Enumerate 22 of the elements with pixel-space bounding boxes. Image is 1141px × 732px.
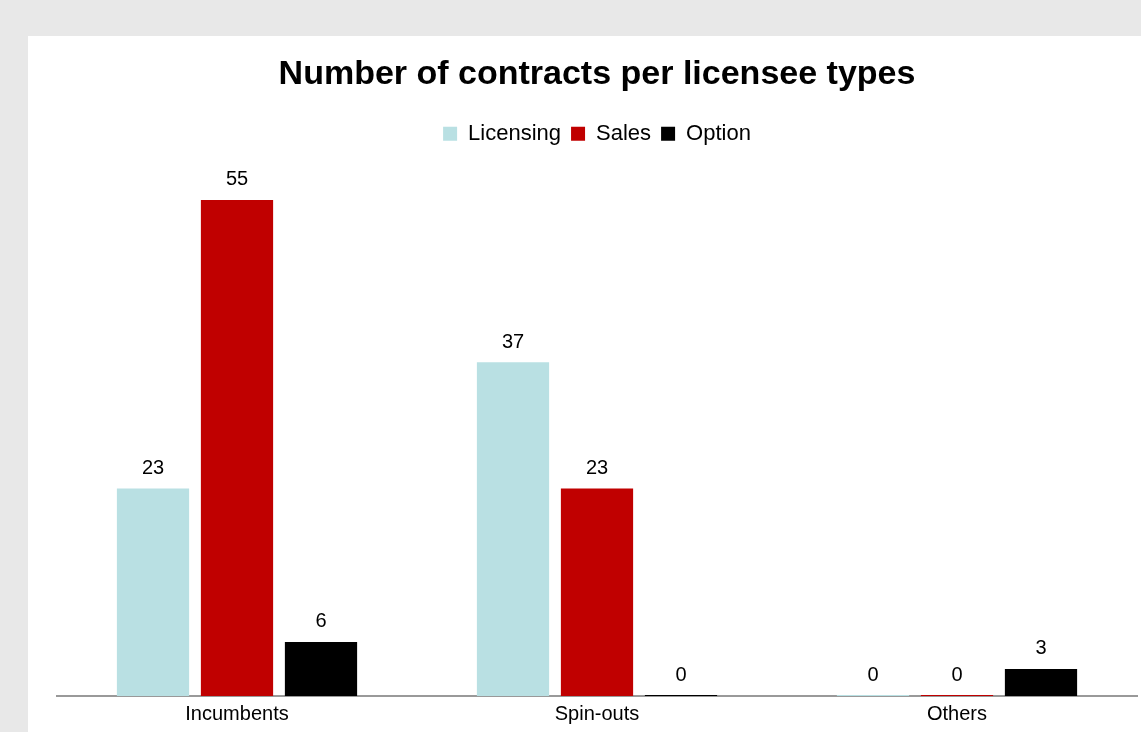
legend-label: Sales [596,119,652,145]
bar [560,488,634,696]
chart-title: Number of contracts per licensee types [278,52,916,91]
data-label: 55 [225,167,249,190]
x-tick-label: Incumbents [185,701,289,724]
legend-label: Licensing [468,119,562,145]
bar [200,199,274,696]
data-label: 0 [951,662,963,685]
data-label: 0 [675,662,687,685]
bar [1004,668,1078,696]
data-label: 3 [1035,636,1047,659]
data-label: 0 [867,662,879,685]
bar [116,488,190,696]
data-label: 37 [501,329,525,352]
bar [284,641,358,696]
x-tick-label: Spin-outs [554,701,640,724]
x-tick-label: Others [926,701,988,724]
data-label: 6 [315,609,327,632]
data-label: 23 [585,456,609,479]
data-label: 23 [141,456,165,479]
legend-label: Option [686,119,751,145]
bar [476,362,550,696]
